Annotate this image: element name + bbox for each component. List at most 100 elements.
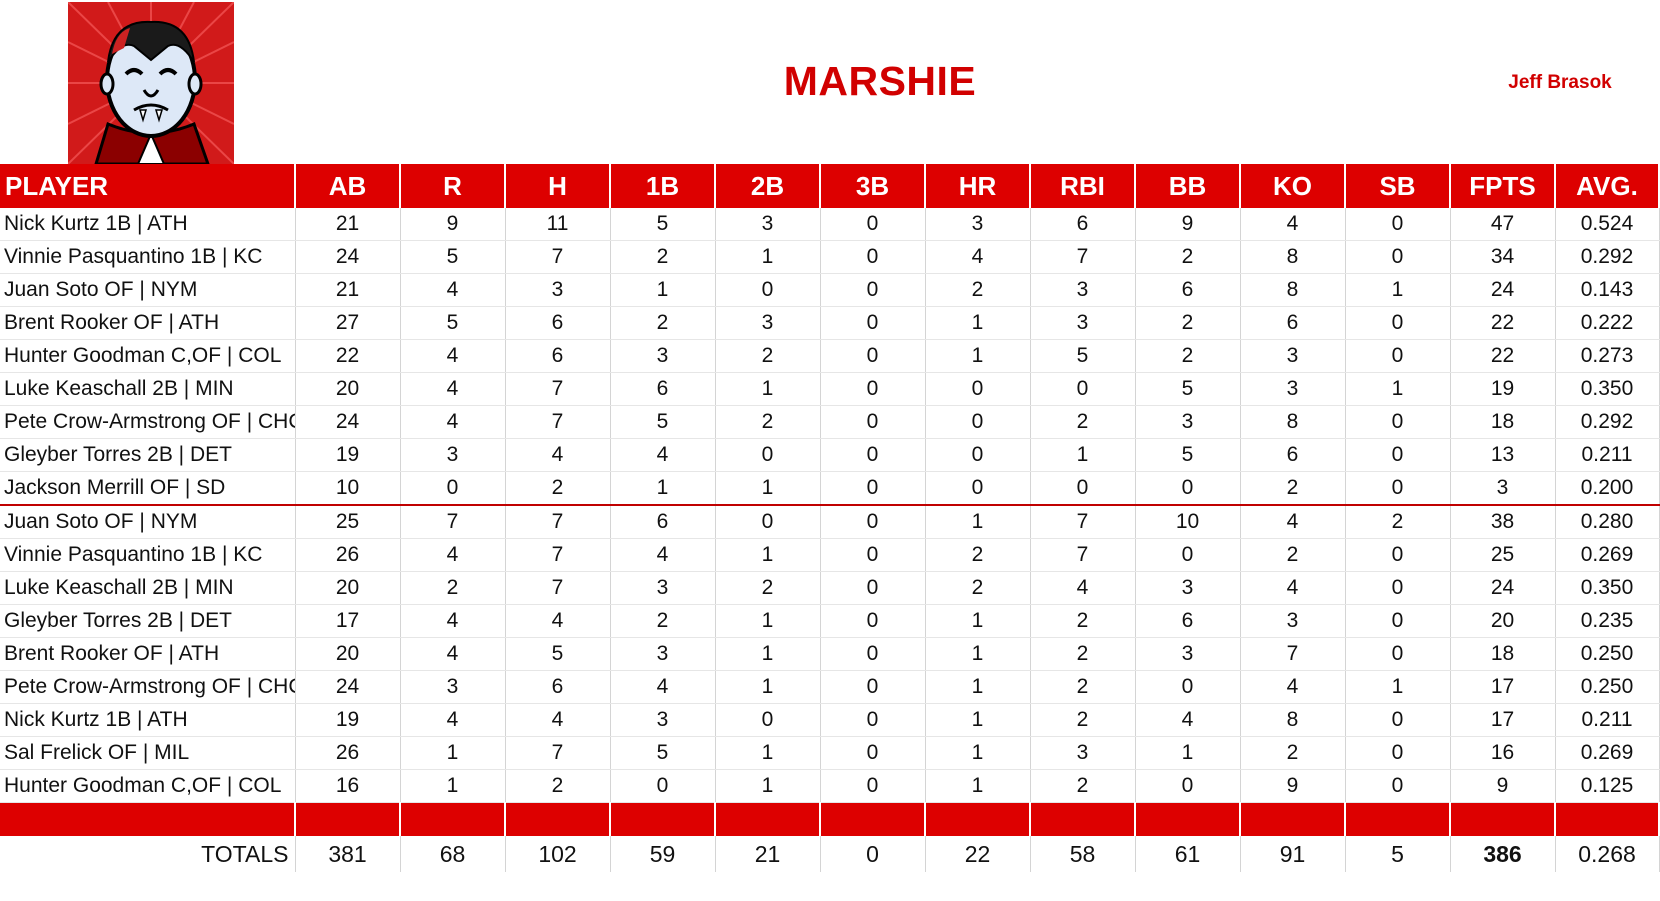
stat-3b: 0	[820, 339, 926, 373]
stat-avg: 0.222	[1555, 306, 1660, 340]
stat-3b: 0	[820, 769, 926, 803]
total-2b: 21	[715, 836, 821, 872]
stat-bb: 6	[1135, 604, 1241, 638]
stat-avg: 0.524	[1555, 208, 1660, 241]
stat-3b: 0	[820, 405, 926, 439]
stat-ko: 4	[1240, 571, 1346, 605]
stat-ko: 2	[1240, 736, 1346, 770]
stat-2b: 2	[715, 405, 821, 439]
totals-label: TOTALS	[0, 836, 296, 872]
stat-avg: 0.350	[1555, 372, 1660, 406]
total-1b: 59	[610, 836, 716, 872]
column-header-1b: 1B	[610, 164, 716, 208]
table-row: Pete Crow-Armstrong OF | CHC 24 3 6 4 1 0 1 2 0 4 1…	[0, 670, 1660, 704]
stat-ko: 8	[1240, 405, 1346, 439]
stat-3b: 0	[820, 604, 926, 638]
stat-ab: 17	[295, 604, 401, 638]
stat-avg: 0.211	[1555, 703, 1660, 737]
stat-3b: 0	[820, 438, 926, 472]
stat-hr: 0	[925, 438, 1031, 472]
total-avg: 0.268	[1555, 836, 1660, 872]
stat-hr: 1	[925, 703, 1031, 737]
player-name: Pete Crow-Armstrong OF | CHC	[0, 670, 296, 704]
player-name: Vinnie Pasquantino 1B | KC	[0, 538, 296, 572]
stat-2b: 1	[715, 538, 821, 572]
stat-3b: 0	[820, 273, 926, 307]
column-header-2b: 2B	[715, 164, 821, 208]
stat-bb: 0	[1135, 538, 1241, 572]
totals-row: TOTALS 381 68 102 59 21 0 22 58 61 91 5 …	[0, 836, 1660, 872]
stat-1b: 1	[610, 273, 716, 307]
player-name: Nick Kurtz 1B | ATH	[0, 703, 296, 737]
stat-hr: 1	[925, 604, 1031, 638]
table-row: Juan Soto OF | NYM 21 4 3 1 0 0 2 3 6 8 1 24 0.143	[0, 273, 1660, 307]
stat-hr: 0	[925, 471, 1031, 506]
stat-rbi: 6	[1030, 208, 1136, 241]
stat-2b: 1	[715, 736, 821, 770]
total-h: 102	[505, 836, 611, 872]
stat-ab: 24	[295, 670, 401, 704]
stat-hr: 0	[925, 405, 1031, 439]
stat-hr: 0	[925, 372, 1031, 406]
separator-cell	[1345, 802, 1451, 836]
stat-bb: 6	[1135, 273, 1241, 307]
stat-1b: 3	[610, 339, 716, 373]
stat-hr: 1	[925, 637, 1031, 671]
table-row: Luke Keaschall 2B | MIN 20 4 7 6 1 0 0 0 5 3 1 19 0.3…	[0, 372, 1660, 406]
stat-2b: 3	[715, 208, 821, 241]
stat-hr: 1	[925, 670, 1031, 704]
stat-ab: 25	[295, 505, 401, 539]
stat-hr: 2	[925, 571, 1031, 605]
stat-1b: 5	[610, 736, 716, 770]
stat-r: 7	[400, 505, 506, 539]
stat-ab: 19	[295, 438, 401, 472]
stat-rbi: 5	[1030, 339, 1136, 373]
column-header-ab: AB	[295, 164, 401, 208]
column-header-ko: KO	[1240, 164, 1346, 208]
total-ab: 381	[295, 836, 401, 872]
stat-h: 6	[505, 670, 611, 704]
stat-h: 7	[505, 240, 611, 274]
stat-2b: 0	[715, 505, 821, 539]
stat-rbi: 2	[1030, 769, 1136, 803]
stat-fpts: 3	[1450, 471, 1556, 506]
stat-avg: 0.269	[1555, 736, 1660, 770]
stat-r: 0	[400, 471, 506, 506]
stat-fpts: 24	[1450, 273, 1556, 307]
stat-r: 4	[400, 703, 506, 737]
stat-1b: 4	[610, 438, 716, 472]
column-header-h: H	[505, 164, 611, 208]
stat-2b: 0	[715, 703, 821, 737]
stat-ab: 20	[295, 571, 401, 605]
stat-bb: 2	[1135, 306, 1241, 340]
stat-ab: 24	[295, 405, 401, 439]
stat-avg: 0.250	[1555, 670, 1660, 704]
stat-avg: 0.125	[1555, 769, 1660, 803]
table-row: Nick Kurtz 1B | ATH 21 9 11 5 3 0 3 6 9 4 0 47 0.524	[0, 208, 1660, 241]
stat-bb: 9	[1135, 208, 1241, 241]
stat-r: 4	[400, 538, 506, 572]
stat-bb: 2	[1135, 240, 1241, 274]
player-name: Brent Rooker OF | ATH	[0, 637, 296, 671]
stat-sb: 0	[1345, 538, 1451, 572]
stat-ab: 19	[295, 703, 401, 737]
stat-sb: 0	[1345, 306, 1451, 340]
column-header-avg: AVG.	[1555, 164, 1660, 208]
stat-ab: 20	[295, 637, 401, 671]
header-row: PLAYER AB R H 1B 2B 3B HR RBI BB KO SB F…	[0, 164, 1660, 208]
stat-fpts: 17	[1450, 670, 1556, 704]
stat-2b: 1	[715, 670, 821, 704]
stat-fpts: 20	[1450, 604, 1556, 638]
stat-r: 2	[400, 571, 506, 605]
stat-rbi: 2	[1030, 405, 1136, 439]
separator-cell	[715, 802, 821, 836]
stat-r: 4	[400, 637, 506, 671]
stat-sb: 2	[1345, 505, 1451, 539]
stat-1b: 6	[610, 505, 716, 539]
column-header-r: R	[400, 164, 506, 208]
stat-ab: 21	[295, 208, 401, 241]
stat-r: 5	[400, 240, 506, 274]
stat-h: 6	[505, 306, 611, 340]
stat-3b: 0	[820, 471, 926, 506]
